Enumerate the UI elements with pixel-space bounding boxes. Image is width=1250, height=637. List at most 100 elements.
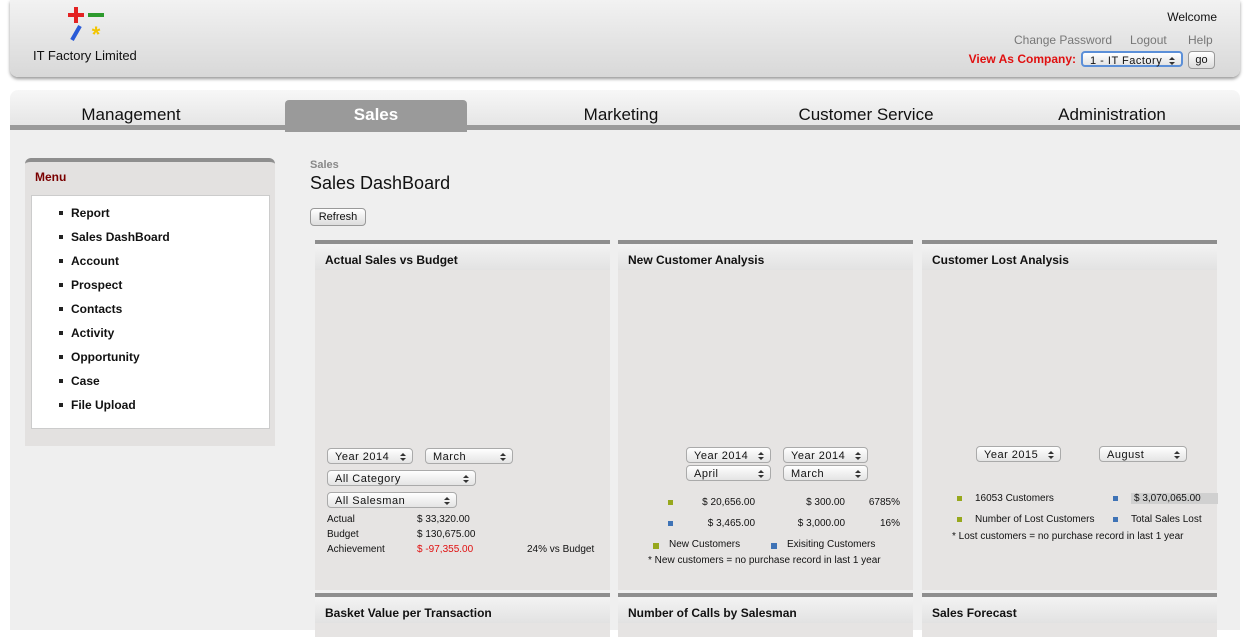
legend-swatch <box>1113 496 1118 501</box>
refresh-button[interactable]: Refresh <box>310 208 366 226</box>
tab[interactable]: Sales <box>353 105 399 124</box>
legend-swatch <box>771 543 777 549</box>
panel-title: Actual Sales vs Budget <box>325 253 458 267</box>
menu-bullet <box>59 283 63 287</box>
panel: Actual Sales vs Budget <box>315 240 610 590</box>
panel-title-bar <box>618 597 913 623</box>
table-cell: $ 3,465.00 <box>707 518 755 529</box>
legend-label: Total Sales Lost <box>1131 514 1202 525</box>
menu-item[interactable]: File Upload <box>71 398 136 412</box>
menu-bullet <box>59 211 63 215</box>
menu-bullet <box>59 307 63 311</box>
footnote: * New customers = no purchase record in … <box>648 555 881 566</box>
select[interactable]: Year 2015 <box>976 446 1061 462</box>
legend-swatch <box>957 517 962 522</box>
select[interactable]: August <box>1099 446 1187 462</box>
table-cell: $ 20,656.00 <box>702 497 755 508</box>
select[interactable]: All Category <box>327 470 476 486</box>
menu-bullet <box>59 403 63 407</box>
link[interactable]: Logout <box>1130 33 1167 47</box>
nav-bar <box>10 90 1240 130</box>
active-tab <box>285 100 467 132</box>
legend-label: $ 3,070,065.00 <box>1131 493 1218 504</box>
select[interactable]: April <box>686 465 771 481</box>
legend-swatch <box>668 521 673 526</box>
header-bar <box>10 0 1240 77</box>
summary-label: Actual <box>327 514 355 525</box>
legend-swatch <box>668 500 673 505</box>
panel-title-bar <box>618 244 913 270</box>
legend-label: 16053 Customers <box>975 493 1054 504</box>
summary-value: $ 33,320.00 <box>417 514 470 525</box>
table-cell: $ 300.00 <box>806 497 845 508</box>
select[interactable]: All Salesman <box>327 492 457 508</box>
menu-item[interactable]: Prospect <box>71 278 123 292</box>
summary-label: Budget <box>327 529 359 540</box>
menu-item[interactable]: Opportunity <box>71 350 140 364</box>
nav-underline <box>10 125 1240 130</box>
svg-text:*: * <box>92 22 101 44</box>
summary-note: 24% vs Budget <box>527 544 595 555</box>
legend-label: New Customers <box>669 539 741 550</box>
menu-bullet <box>59 331 63 335</box>
view-as-label: View As Company: <box>968 52 1076 66</box>
panel-title-bar <box>315 597 610 623</box>
legend-swatch <box>957 496 962 501</box>
menu-list-box <box>31 195 270 429</box>
panel: Basket Value per Transaction <box>315 593 610 637</box>
select[interactable]: March <box>783 465 868 481</box>
tab[interactable]: Administration <box>1058 105 1166 124</box>
welcome: Welcome <box>1167 10 1217 24</box>
menu-item[interactable]: Account <box>71 254 119 268</box>
menu-title: Menu <box>35 170 67 184</box>
select[interactable]: Year 2014 <box>783 447 868 463</box>
menu-bullet <box>59 235 63 239</box>
panel-title: Basket Value per Transaction <box>325 606 492 620</box>
panel-title: Sales Forecast <box>932 606 1017 620</box>
summary-value: $ 130,675.00 <box>417 529 476 540</box>
panel-title-bar <box>922 597 1217 623</box>
page-title: Sales DashBoard <box>310 173 451 193</box>
breadcrumb: Sales <box>310 159 339 171</box>
select[interactable]: March <box>425 448 513 464</box>
panel-title: Number of Calls by Salesman <box>628 606 797 620</box>
menu-item[interactable]: Report <box>71 206 110 220</box>
tab[interactable]: Marketing <box>583 105 659 124</box>
table-cell: 16% <box>879 518 900 529</box>
select[interactable]: Year 2014 <box>327 448 413 464</box>
panel-title-bar <box>922 244 1217 270</box>
company-name: IT Factory Limited <box>33 48 137 63</box>
tab[interactable]: Customer Service <box>798 105 934 124</box>
panel-title: Customer Lost Analysis <box>932 253 1069 267</box>
panel: Number of Calls by Salesman <box>618 593 913 637</box>
logo: * <box>68 7 104 44</box>
go-button[interactable]: go <box>1188 51 1215 69</box>
footnote: * Lost customers = no purchase record in… <box>952 531 1184 542</box>
menu-item[interactable]: Contacts <box>71 302 123 316</box>
select[interactable]: Year 2014 <box>686 447 771 463</box>
legend-swatch <box>653 543 659 549</box>
tab[interactable]: Management <box>81 105 181 124</box>
panel: Customer Lost Analysis <box>922 240 1217 590</box>
legend-label: Number of Lost Customers <box>975 514 1095 525</box>
panel-title: New Customer Analysis <box>628 253 765 267</box>
link[interactable]: Help <box>1188 33 1213 47</box>
menu-bullet <box>59 355 63 359</box>
panel-title-bar <box>315 244 610 270</box>
company-select[interactable]: 1 - IT Factory <box>1081 51 1183 67</box>
menu-bullet <box>59 259 63 263</box>
link[interactable]: Change Password <box>1014 33 1113 47</box>
panel: Sales Forecast <box>922 593 1217 637</box>
panel: New Customer Analysis <box>618 240 913 590</box>
menu-bullet <box>59 379 63 383</box>
table-cell: $ 3,000.00 <box>797 518 845 529</box>
legend-label: Exisiting Customers <box>787 539 876 550</box>
menu-item[interactable]: Case <box>71 374 100 388</box>
table-cell: 6785% <box>868 497 900 508</box>
menu-item[interactable]: Sales DashBoard <box>71 230 170 244</box>
menu-item[interactable]: Activity <box>71 326 115 340</box>
legend-swatch <box>1113 517 1118 522</box>
summary-value: $ -97,355.00 <box>417 544 474 555</box>
summary-label: Achievement <box>327 544 385 555</box>
